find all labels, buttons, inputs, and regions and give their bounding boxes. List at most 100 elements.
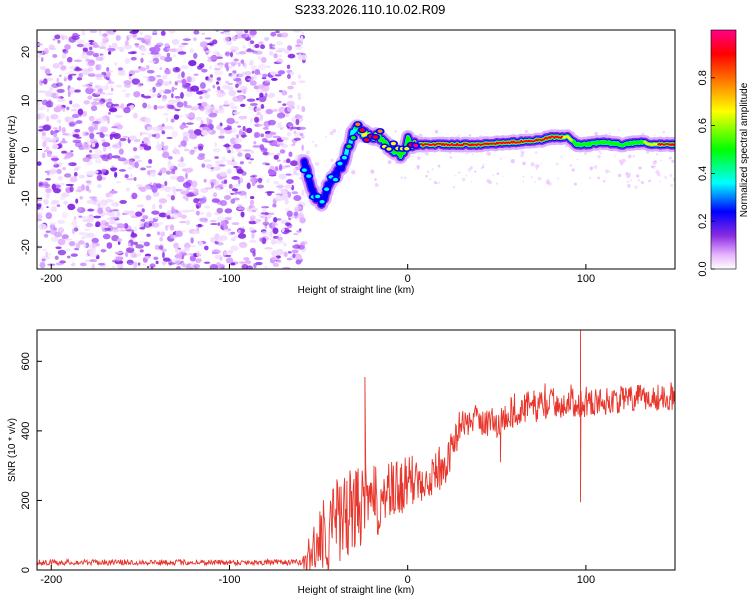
noise-blob xyxy=(231,188,239,192)
noise-blob xyxy=(425,174,428,178)
noise-blob xyxy=(210,168,214,172)
noise-blob xyxy=(66,56,73,63)
noise-blob xyxy=(424,151,429,156)
noise-blob xyxy=(522,180,525,183)
noise-blob xyxy=(162,251,165,259)
noise-blob xyxy=(56,204,61,208)
noise-blob xyxy=(201,129,208,136)
noise-blob xyxy=(168,99,177,105)
noise-blob xyxy=(276,248,284,256)
noise-blob xyxy=(45,178,51,181)
noise-blob xyxy=(59,260,66,264)
noise-blob xyxy=(159,89,162,96)
noise-blob xyxy=(294,173,300,176)
signal-blob xyxy=(346,144,352,149)
spectrogram-x-tick-label: 0 xyxy=(405,273,411,285)
noise-blob xyxy=(654,165,656,168)
noise-blob xyxy=(63,35,69,40)
figure-title: S233.2026.110.10.02.R09 xyxy=(295,2,446,17)
noise-blob xyxy=(115,114,123,118)
noise-blob xyxy=(120,103,125,110)
noise-blob xyxy=(48,86,54,91)
noise-blob xyxy=(173,114,180,120)
noise-blob xyxy=(203,159,212,163)
noise-blob xyxy=(42,248,47,251)
noise-blob xyxy=(108,214,116,217)
noise-blob xyxy=(182,181,192,188)
noise-blob xyxy=(230,192,235,195)
noise-blob xyxy=(91,142,96,148)
noise-blob xyxy=(260,176,264,179)
noise-blob xyxy=(52,38,56,41)
noise-blob xyxy=(61,150,68,154)
noise-blob xyxy=(325,135,328,138)
noise-blob xyxy=(106,242,113,249)
noise-blob xyxy=(125,93,131,96)
noise-blob xyxy=(46,171,50,176)
noise-blob xyxy=(161,89,166,93)
noise-blob xyxy=(97,116,107,123)
noise-blob xyxy=(609,171,611,173)
noise-blob xyxy=(49,168,56,175)
noise-blob xyxy=(246,182,251,190)
noise-blob xyxy=(287,122,294,128)
noise-blob xyxy=(597,154,601,159)
noise-blob xyxy=(235,83,239,88)
noise-blob xyxy=(44,137,52,143)
noise-blob xyxy=(157,105,165,109)
noise-blob xyxy=(268,170,275,176)
noise-blob xyxy=(411,155,414,157)
noise-blob xyxy=(560,155,563,158)
noise-blob xyxy=(297,212,304,220)
noise-blob xyxy=(37,101,41,107)
noise-blob xyxy=(58,182,65,186)
noise-blob xyxy=(68,240,76,247)
noise-blob xyxy=(108,107,118,113)
noise-blob xyxy=(134,43,140,46)
noise-blob xyxy=(152,32,158,35)
noise-blob xyxy=(271,221,275,227)
noise-blob xyxy=(254,69,261,75)
noise-blob xyxy=(61,53,67,59)
noise-blob xyxy=(93,100,98,105)
noise-blob xyxy=(95,56,104,62)
noise-blob xyxy=(154,217,160,220)
noise-blob xyxy=(274,223,279,226)
noise-blob xyxy=(92,53,99,58)
noise-blob xyxy=(140,93,145,98)
noise-blob xyxy=(161,98,167,102)
noise-blob xyxy=(144,132,149,135)
noise-blob xyxy=(275,40,284,46)
noise-blob xyxy=(201,101,208,107)
noise-blob xyxy=(461,177,466,182)
signal-blob xyxy=(319,199,325,204)
noise-blob xyxy=(238,51,247,55)
noise-blob xyxy=(250,230,256,233)
noise-blob xyxy=(162,74,168,80)
noise-blob xyxy=(270,31,277,37)
noise-blob xyxy=(226,168,232,175)
snr-x-tick-label: 100 xyxy=(577,574,595,586)
noise-blob xyxy=(298,126,307,130)
noise-blob xyxy=(204,245,209,251)
noise-blob xyxy=(149,171,157,177)
noise-blob xyxy=(109,217,117,220)
noise-blob xyxy=(215,180,220,185)
noise-blob xyxy=(179,251,187,255)
noise-blob xyxy=(54,34,61,40)
noise-blob xyxy=(234,138,243,143)
noise-blob xyxy=(91,263,95,269)
noise-blob xyxy=(277,70,286,75)
noise-blob xyxy=(274,74,282,77)
noise-blob xyxy=(169,233,174,239)
noise-blob xyxy=(166,215,171,220)
noise-blob xyxy=(219,200,228,207)
noise-blob xyxy=(237,203,242,207)
signal-blob xyxy=(364,138,370,142)
signal-blob xyxy=(355,122,361,127)
noise-blob xyxy=(148,133,152,138)
spectrogram-x-tick-label: -200 xyxy=(40,273,62,285)
noise-blob xyxy=(295,259,302,265)
noise-blob xyxy=(40,80,44,84)
